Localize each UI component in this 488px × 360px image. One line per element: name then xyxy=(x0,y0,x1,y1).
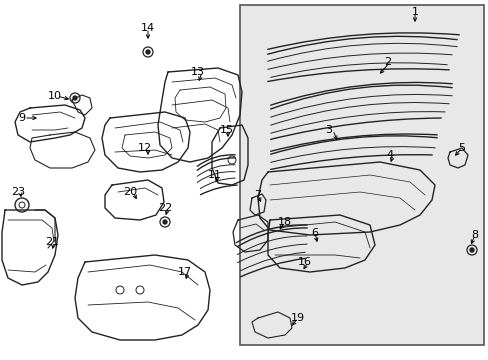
Text: 10: 10 xyxy=(48,91,62,101)
Text: 11: 11 xyxy=(207,170,222,180)
Text: 9: 9 xyxy=(19,113,25,123)
Text: 3: 3 xyxy=(325,125,332,135)
Text: 2: 2 xyxy=(384,57,391,67)
Circle shape xyxy=(73,96,77,100)
Text: 18: 18 xyxy=(277,217,291,227)
Text: 13: 13 xyxy=(191,67,204,77)
Text: 12: 12 xyxy=(138,143,152,153)
Text: 23: 23 xyxy=(11,187,25,197)
Text: 21: 21 xyxy=(45,237,59,247)
Text: 4: 4 xyxy=(386,150,393,160)
Circle shape xyxy=(163,220,167,224)
Text: 19: 19 xyxy=(290,313,305,323)
Bar xyxy=(240,5,483,345)
Text: 16: 16 xyxy=(297,257,311,267)
Text: 6: 6 xyxy=(311,228,318,238)
Text: 15: 15 xyxy=(220,125,234,135)
Text: 1: 1 xyxy=(411,7,418,17)
Text: 22: 22 xyxy=(158,203,172,213)
Circle shape xyxy=(469,248,473,252)
Text: 20: 20 xyxy=(122,187,137,197)
Text: 5: 5 xyxy=(458,143,465,153)
Text: 14: 14 xyxy=(141,23,155,33)
Text: 17: 17 xyxy=(178,267,192,277)
Text: 7: 7 xyxy=(254,190,261,200)
Text: 8: 8 xyxy=(470,230,478,240)
Circle shape xyxy=(146,50,150,54)
